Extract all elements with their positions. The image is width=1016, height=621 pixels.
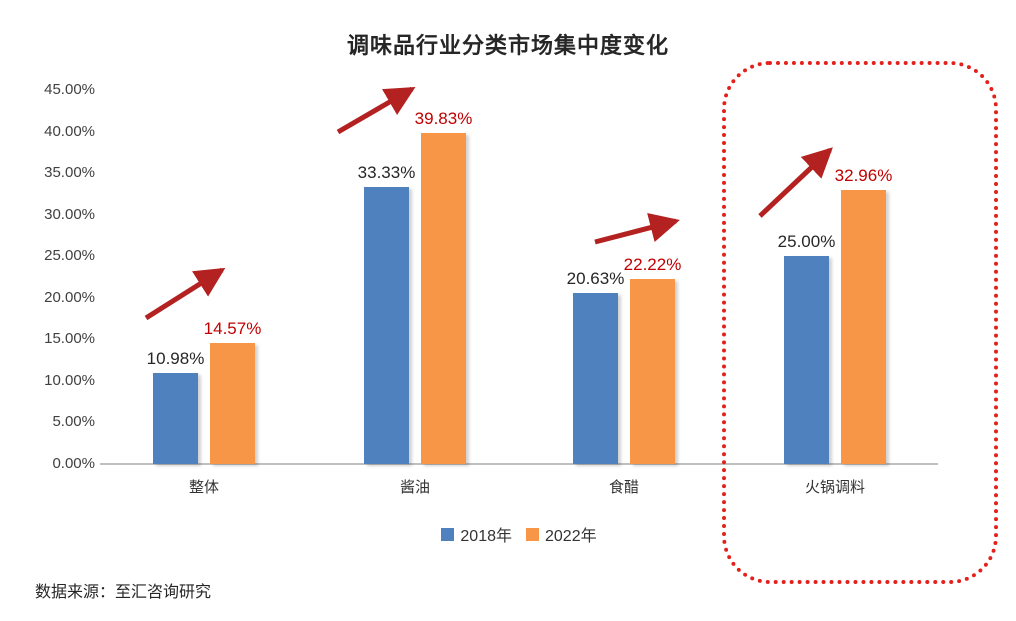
value-label: 14.57% bbox=[203, 318, 262, 338]
bar-2022年-火锅调料 bbox=[841, 190, 886, 464]
chart-title: 调味品行业分类市场集中度变化 bbox=[346, 33, 669, 58]
trend-arrow-icon bbox=[594, 213, 680, 245]
y-tick-label: 5.00% bbox=[52, 413, 95, 431]
legend-item-2018年: 2018年 bbox=[441, 522, 512, 546]
bar-2018年-食醋 bbox=[573, 292, 618, 464]
bar-2018年-整体 bbox=[153, 372, 198, 464]
value-label: 10.98% bbox=[146, 348, 205, 368]
legend: 2018年 2022年 bbox=[100, 522, 938, 546]
y-tick-label: 30.00% bbox=[44, 205, 95, 223]
legend-swatch-icon bbox=[526, 527, 539, 541]
bar-2022年-整体 bbox=[210, 342, 255, 464]
value-label: 25.00% bbox=[777, 232, 836, 252]
y-tick-label: 15.00% bbox=[44, 330, 95, 348]
y-tick-label: 20.00% bbox=[44, 288, 95, 306]
y-tick-label: 45.00% bbox=[44, 81, 95, 98]
legend-label: 2022年 bbox=[545, 528, 597, 545]
y-tick-label: 40.00% bbox=[44, 122, 95, 140]
x-axis-line bbox=[100, 463, 938, 465]
value-label: 33.33% bbox=[357, 162, 416, 182]
category-label-食醋: 食醋 bbox=[608, 479, 639, 496]
y-tick-label: 35.00% bbox=[44, 164, 95, 182]
legend-label: 2018年 bbox=[460, 528, 512, 545]
source-note: 数据来源：至汇咨询研究 bbox=[35, 584, 212, 601]
legend-item-2022年: 2022年 bbox=[526, 522, 597, 546]
category-label-整体: 整体 bbox=[188, 479, 219, 496]
category-label-酱油: 酱油 bbox=[399, 479, 430, 496]
value-label: 20.63% bbox=[566, 268, 625, 288]
bar-2022年-食醋 bbox=[630, 279, 675, 464]
y-tick-label: 25.00% bbox=[44, 247, 95, 265]
trend-arrow-icon bbox=[144, 267, 226, 321]
value-label: 39.83% bbox=[414, 108, 473, 128]
bar-2022年-酱油 bbox=[421, 132, 466, 464]
y-tick-label: 10.00% bbox=[44, 371, 95, 389]
bar-2018年-火锅调料 bbox=[784, 256, 829, 464]
value-label: 22.22% bbox=[623, 255, 682, 275]
bar-2018年-酱油 bbox=[364, 186, 409, 464]
value-label: 32.96% bbox=[834, 166, 893, 186]
legend-swatch-icon bbox=[441, 527, 455, 541]
y-tick-label: 0.00% bbox=[52, 455, 95, 472]
category-label-火锅调料: 火锅调料 bbox=[804, 479, 865, 496]
